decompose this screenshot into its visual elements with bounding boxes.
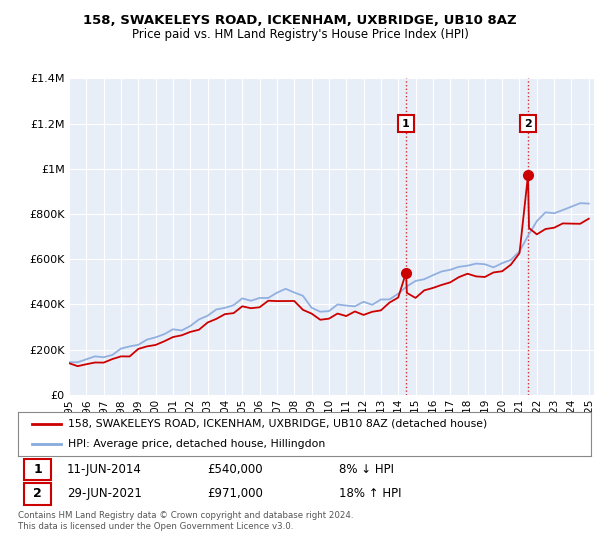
Text: £971,000: £971,000 <box>207 488 263 501</box>
Text: HPI: Average price, detached house, Hillingdon: HPI: Average price, detached house, Hill… <box>68 439 326 449</box>
Text: £540,000: £540,000 <box>207 463 263 476</box>
Text: 158, SWAKELEYS ROAD, ICKENHAM, UXBRIDGE, UB10 8AZ: 158, SWAKELEYS ROAD, ICKENHAM, UXBRIDGE,… <box>83 14 517 27</box>
Text: 1: 1 <box>33 463 42 476</box>
Text: Contains HM Land Registry data © Crown copyright and database right 2024.
This d: Contains HM Land Registry data © Crown c… <box>18 511 353 531</box>
FancyBboxPatch shape <box>24 483 51 505</box>
Text: 11-JUN-2014: 11-JUN-2014 <box>67 463 142 476</box>
Text: 1: 1 <box>402 119 410 129</box>
Text: 18% ↑ HPI: 18% ↑ HPI <box>339 488 401 501</box>
Text: 8% ↓ HPI: 8% ↓ HPI <box>339 463 394 476</box>
Text: 158, SWAKELEYS ROAD, ICKENHAM, UXBRIDGE, UB10 8AZ (detached house): 158, SWAKELEYS ROAD, ICKENHAM, UXBRIDGE,… <box>68 419 488 429</box>
Text: 29-JUN-2021: 29-JUN-2021 <box>67 488 142 501</box>
Text: 2: 2 <box>524 119 532 129</box>
FancyBboxPatch shape <box>24 459 51 480</box>
Text: 2: 2 <box>33 488 42 501</box>
Text: Price paid vs. HM Land Registry's House Price Index (HPI): Price paid vs. HM Land Registry's House … <box>131 28 469 41</box>
